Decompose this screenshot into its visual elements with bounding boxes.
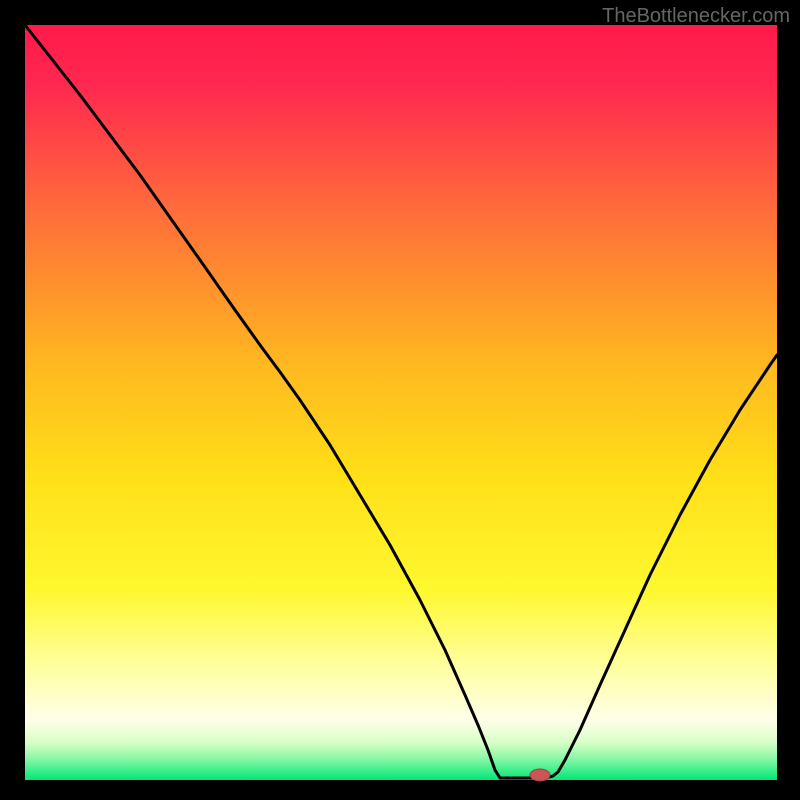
bottleneck-chart [0, 0, 800, 800]
optimal-point-marker [530, 769, 550, 781]
plot-background [25, 25, 777, 780]
chart-container: TheBottlenecker.com [0, 0, 800, 800]
watermark-text: TheBottlenecker.com [602, 5, 790, 28]
